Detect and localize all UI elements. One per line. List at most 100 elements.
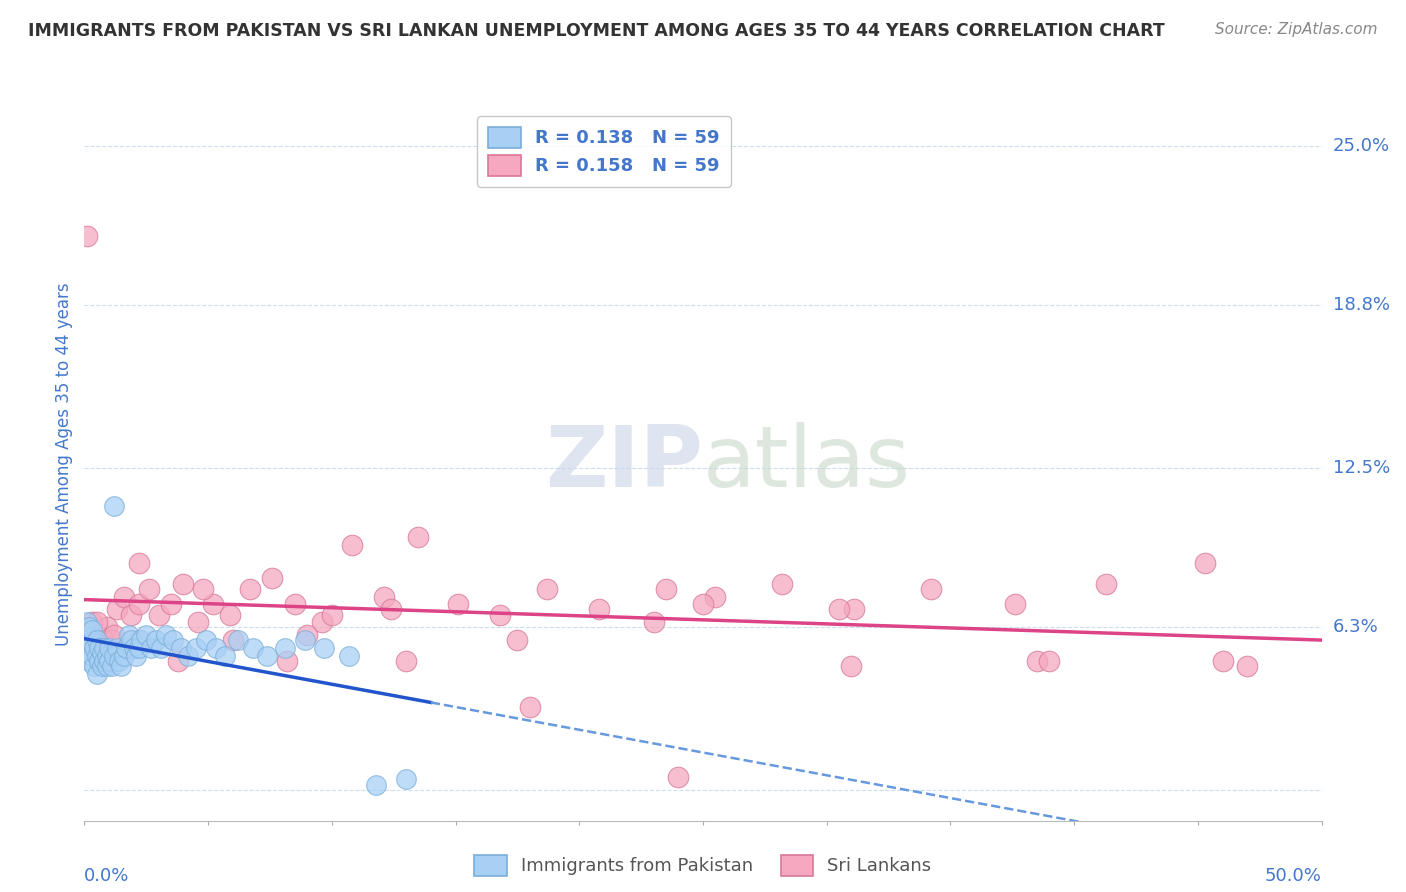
Point: [76, 640, 98, 655]
Point: [489, 607, 512, 622]
Point: [177, 648, 200, 663]
Point: [295, 628, 318, 642]
Point: [187, 615, 209, 630]
Point: [828, 602, 851, 616]
Point: [98, 654, 121, 668]
Point: [141, 640, 163, 655]
Point: [506, 633, 529, 648]
Point: [89, 640, 111, 655]
Point: [202, 597, 225, 611]
Text: IMMIGRANTS FROM PAKISTAN VS SRI LANKAN UNEMPLOYMENT AMONG AGES 35 TO 44 YEARS CO: IMMIGRANTS FROM PAKISTAN VS SRI LANKAN U…: [28, 22, 1164, 40]
Point: [80, 615, 103, 630]
Point: [770, 576, 793, 591]
Point: [321, 607, 343, 622]
Point: [138, 582, 160, 596]
Text: 50.0%: 50.0%: [1265, 867, 1322, 885]
Point: [135, 628, 157, 642]
Point: [96, 659, 118, 673]
Point: [340, 538, 363, 552]
Point: [105, 602, 128, 616]
Text: 18.8%: 18.8%: [1333, 296, 1389, 314]
Point: [80, 636, 103, 650]
Text: 6.3%: 6.3%: [1333, 618, 1378, 636]
Point: [311, 615, 333, 630]
Point: [155, 628, 177, 642]
Point: [373, 590, 395, 604]
Point: [588, 602, 610, 616]
Y-axis label: Unemployment Among Ages 35 to 44 years: Unemployment Among Ages 35 to 44 years: [55, 282, 73, 646]
Point: [256, 648, 278, 663]
Point: [89, 654, 111, 668]
Point: [395, 772, 418, 787]
Point: [239, 582, 262, 596]
Point: [103, 648, 125, 663]
Point: [120, 633, 142, 648]
Text: atlas: atlas: [703, 422, 911, 506]
Text: ZIP: ZIP: [546, 422, 703, 506]
Point: [96, 620, 118, 634]
Point: [1026, 654, 1049, 668]
Point: [98, 640, 121, 655]
Point: [96, 648, 118, 663]
Point: [86, 648, 108, 663]
Point: [242, 640, 264, 655]
Point: [1236, 659, 1258, 673]
Point: [284, 597, 307, 611]
Point: [79, 654, 101, 668]
Point: [172, 576, 194, 591]
Point: [519, 700, 541, 714]
Point: [128, 640, 150, 655]
Point: [395, 654, 418, 668]
Point: [86, 615, 108, 630]
Point: [162, 633, 184, 648]
Point: [93, 654, 115, 668]
Point: [222, 633, 245, 648]
Point: [194, 633, 217, 648]
Point: [1212, 654, 1234, 668]
Point: [167, 654, 190, 668]
Point: [76, 228, 98, 243]
Point: [274, 640, 297, 655]
Point: [219, 607, 242, 622]
Point: [128, 556, 150, 570]
Text: 25.0%: 25.0%: [1333, 136, 1391, 154]
Point: [262, 572, 284, 586]
Point: [122, 640, 145, 655]
Point: [128, 633, 150, 648]
Point: [83, 640, 105, 655]
Point: [666, 770, 689, 784]
Point: [294, 633, 316, 648]
Point: [90, 659, 112, 673]
Point: [643, 615, 665, 630]
Point: [314, 640, 336, 655]
Point: [160, 597, 183, 611]
Point: [148, 607, 170, 622]
Text: 0.0%: 0.0%: [84, 867, 129, 885]
Point: [86, 666, 108, 681]
Point: [150, 640, 173, 655]
Point: [90, 646, 112, 660]
Text: 12.5%: 12.5%: [1333, 458, 1391, 476]
Point: [80, 648, 103, 663]
Legend: Immigrants from Pakistan, Sri Lankans: Immigrants from Pakistan, Sri Lankans: [467, 847, 939, 883]
Point: [103, 628, 125, 642]
Point: [276, 654, 298, 668]
Point: [337, 648, 360, 663]
Point: [86, 628, 108, 642]
Point: [1095, 576, 1118, 591]
Point: [103, 500, 125, 514]
Point: [118, 628, 141, 642]
Point: [842, 602, 865, 616]
Point: [1038, 654, 1060, 668]
Point: [90, 633, 112, 648]
Point: [79, 620, 101, 634]
Point: [692, 597, 714, 611]
Point: [129, 633, 152, 648]
Point: [108, 654, 131, 668]
Point: [214, 648, 236, 663]
Point: [920, 582, 942, 596]
Point: [110, 659, 132, 673]
Point: [100, 633, 122, 648]
Point: [226, 633, 249, 648]
Point: [447, 597, 470, 611]
